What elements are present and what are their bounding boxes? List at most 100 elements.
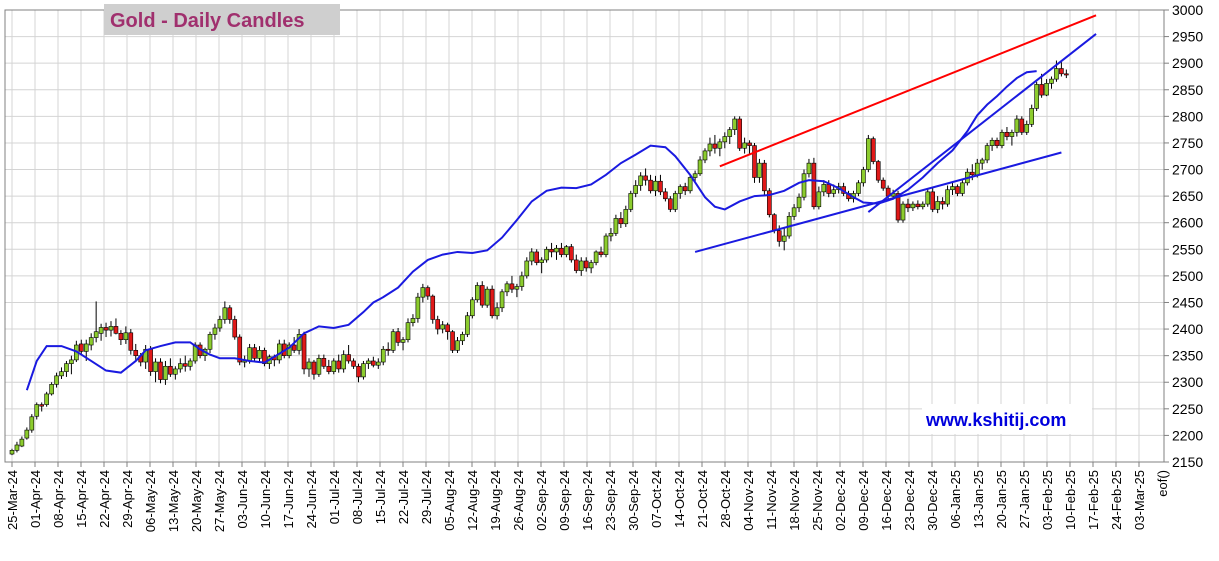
- candle: [415, 292, 421, 323]
- candle-body: [351, 360, 356, 367]
- candle-body: [955, 186, 960, 194]
- x-tick-label: 15-Jul-24: [373, 470, 388, 524]
- x-tick-label: 13-Jan-25: [971, 470, 986, 529]
- candle-body: [1024, 124, 1030, 133]
- candle-body: [588, 262, 594, 269]
- x-tick-label: 23-Sep-24: [603, 470, 618, 531]
- candle: [479, 281, 485, 308]
- y-tick-label: 2150: [1172, 454, 1203, 470]
- candle-body: [9, 450, 15, 455]
- watermark-box: [922, 404, 1092, 434]
- candle-body: [128, 332, 134, 351]
- candle: [593, 250, 599, 266]
- y-tick-label: 2300: [1172, 374, 1203, 390]
- candle-body: [608, 233, 614, 237]
- candle: [445, 322, 450, 340]
- candle: [554, 245, 559, 260]
- candle: [465, 312, 470, 338]
- candle-body: [573, 259, 579, 271]
- candle: [801, 169, 807, 201]
- candle-body: [692, 173, 698, 178]
- candle-body: [801, 173, 807, 198]
- candle-body: [361, 363, 366, 378]
- x-tick-label: 07-Oct-24: [649, 470, 664, 528]
- candle: [910, 201, 916, 212]
- candle-body: [311, 361, 317, 375]
- candle-body: [207, 334, 213, 350]
- candle-body: [291, 344, 297, 351]
- candle: [742, 137, 747, 154]
- candle: [816, 186, 822, 210]
- x-tick-label: 19-Aug-24: [488, 470, 503, 531]
- candle: [811, 157, 817, 210]
- candle: [19, 436, 25, 448]
- candle: [301, 331, 307, 375]
- candle-body: [915, 203, 921, 208]
- candle-body: [831, 189, 837, 194]
- candle-body: [875, 161, 881, 181]
- candle-body: [900, 203, 906, 221]
- candle-body: [781, 235, 787, 242]
- candle-body: [484, 288, 490, 306]
- candle: [64, 360, 69, 377]
- candle: [400, 337, 406, 351]
- candle-body: [49, 384, 54, 395]
- candle: [796, 193, 802, 213]
- candle-body: [702, 150, 708, 161]
- candle-body: [618, 218, 624, 225]
- candle: [1049, 76, 1054, 89]
- candle: [163, 360, 168, 385]
- x-tick-label: 27-May-24: [212, 470, 227, 532]
- candle-body: [222, 307, 228, 320]
- x-tick-label: 24-Feb-25: [1109, 470, 1124, 530]
- candle: [375, 358, 381, 369]
- x-tick-label: 08-Jul-24: [350, 470, 365, 524]
- candle: [663, 188, 668, 202]
- x-tick-label: 02-Dec-24: [833, 470, 848, 531]
- candle: [79, 339, 84, 355]
- candle-body: [173, 368, 178, 375]
- y-tick-label: 2200: [1172, 427, 1203, 443]
- candle-body: [371, 360, 376, 366]
- candle-body: [950, 186, 955, 191]
- candle: [677, 184, 683, 199]
- candle-body: [410, 318, 416, 323]
- candle-body: [509, 283, 515, 290]
- candle: [93, 301, 99, 343]
- candle-body: [564, 246, 569, 255]
- candle: [103, 322, 109, 338]
- chart-title-box: [104, 4, 340, 35]
- candle-body: [178, 363, 183, 370]
- candle-body: [628, 193, 634, 210]
- candle: [326, 359, 332, 375]
- candle-body: [489, 288, 495, 317]
- x-tick-label: 21-Oct-24: [695, 470, 710, 528]
- candle-body: [212, 327, 218, 335]
- candle-body: [113, 326, 119, 334]
- candle: [925, 188, 931, 207]
- candle: [732, 116, 738, 135]
- candle-body: [1039, 84, 1044, 96]
- candle: [559, 242, 564, 258]
- candle: [712, 134, 718, 154]
- candle: [628, 190, 634, 213]
- candle-body: [1029, 108, 1034, 125]
- candle-body: [435, 319, 441, 330]
- x-tick-label: 20-Jan-25: [994, 470, 1009, 529]
- candle-body: [752, 145, 757, 178]
- candle-body: [969, 171, 975, 176]
- trendline: [867, 33, 1097, 213]
- x-tick-label: 03-Jun-24: [235, 470, 250, 529]
- candle-body: [301, 334, 307, 370]
- candle-body: [960, 182, 965, 194]
- candle-body: [767, 190, 772, 216]
- candle-body: [1004, 132, 1010, 137]
- candle: [158, 358, 163, 384]
- candle-body: [83, 343, 89, 352]
- candle: [870, 136, 876, 165]
- x-tick-label: 09-Dec-24: [856, 470, 871, 531]
- candle-body: [232, 319, 238, 338]
- x-tick-label: 01-Apr-24: [28, 470, 43, 528]
- candle-body: [732, 118, 738, 130]
